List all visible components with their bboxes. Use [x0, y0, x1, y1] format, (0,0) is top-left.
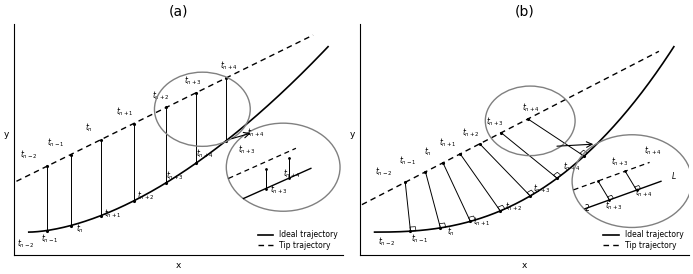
Text: $t_{n+4}$: $t_{n+4}$: [644, 144, 662, 157]
Text: $t_{n+4}$: $t_{n+4}$: [220, 59, 238, 72]
Text: $t_{n-1}$: $t_{n-1}$: [410, 233, 428, 245]
Text: $t_{n-1}$: $t_{n-1}$: [47, 136, 64, 149]
Text: $t_{n+3}$: $t_{n+3}$: [238, 143, 256, 156]
Text: $t_{n+3}$: $t_{n+3}$: [605, 200, 623, 212]
Text: $t_{n+1}$: $t_{n+1}$: [116, 105, 134, 118]
Y-axis label: y: y: [350, 130, 356, 139]
Title: (a): (a): [168, 4, 188, 18]
Text: $t_{n+2}$: $t_{n+2}$: [137, 190, 155, 202]
Text: $t_{n+4}$: $t_{n+4}$: [247, 127, 265, 139]
Text: $t_{n+1}$: $t_{n+1}$: [473, 216, 491, 228]
Text: $t_{n-1}$: $t_{n-1}$: [398, 155, 416, 167]
Text: $t_{n+3}$: $t_{n+3}$: [533, 183, 551, 195]
Text: $2$: $2$: [584, 202, 590, 213]
X-axis label: x: x: [522, 261, 527, 270]
Text: $t_{n+2}$: $t_{n+2}$: [505, 201, 523, 213]
Text: $t_{n+4}$: $t_{n+4}$: [635, 186, 653, 199]
Legend: Ideal trajectory, Tip trajectory: Ideal trajectory, Tip trajectory: [602, 229, 685, 252]
Text: $t_n$: $t_n$: [85, 121, 93, 134]
Legend: Ideal trajectory, Tip trajectory: Ideal trajectory, Tip trajectory: [256, 229, 339, 252]
Text: $t_{n+4}$: $t_{n+4}$: [196, 148, 214, 160]
Text: $t_{n+3}$: $t_{n+3}$: [166, 170, 184, 182]
X-axis label: x: x: [176, 261, 181, 270]
Y-axis label: y: y: [4, 130, 10, 139]
Text: $t_{n-1}$: $t_{n-1}$: [41, 233, 59, 245]
Text: $t_{n-2}$: $t_{n-2}$: [17, 238, 35, 250]
Text: $L$: $L$: [671, 170, 677, 181]
Text: $t_n$: $t_n$: [76, 223, 84, 235]
Text: $t_{n+3}$: $t_{n+3}$: [184, 74, 202, 87]
Text: $t_{n+4}$: $t_{n+4}$: [563, 161, 581, 173]
Text: $t_{n-2}$: $t_{n-2}$: [378, 236, 396, 248]
Title: (b): (b): [514, 4, 534, 18]
Text: $t_{n+2}$: $t_{n+2}$: [462, 127, 480, 139]
Text: $t_{n+3}$: $t_{n+3}$: [270, 184, 288, 196]
Text: $t_{n+1}$: $t_{n+1}$: [439, 137, 457, 149]
Text: $t_{n-2}$: $t_{n-2}$: [20, 148, 37, 161]
Text: $t_n$: $t_n$: [424, 146, 432, 158]
Text: $t_{n+3}$: $t_{n+3}$: [611, 156, 629, 169]
Text: $t_n$: $t_n$: [447, 226, 455, 238]
Text: $t_{n+4}$: $t_{n+4}$: [283, 167, 301, 180]
Text: $t_{n+3}$: $t_{n+3}$: [486, 116, 505, 128]
Text: $t_{n+4}$: $t_{n+4}$: [522, 102, 540, 114]
Text: $t_{n-2}$: $t_{n-2}$: [376, 165, 393, 178]
Text: $t_{n+2}$: $t_{n+2}$: [152, 89, 169, 102]
Text: $t_{n+1}$: $t_{n+1}$: [104, 208, 121, 220]
